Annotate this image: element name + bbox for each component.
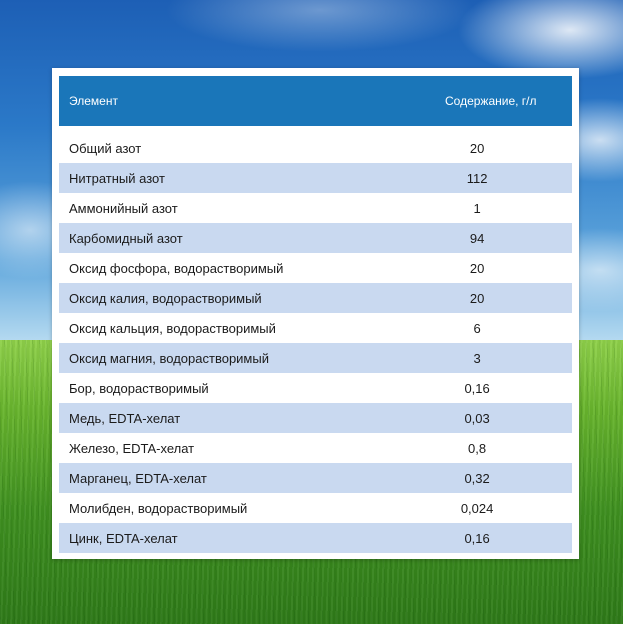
row-name: Марганец, EDTA-хелат: [69, 470, 207, 486]
table-row: Оксид калия, водорастворимый 20: [59, 283, 572, 313]
table-row: Марганец, EDTA-хелат 0,32: [59, 463, 572, 493]
row-value: 0,03: [464, 410, 490, 426]
row-value: 112: [466, 170, 488, 186]
header-content: Содержание, г/л: [445, 94, 537, 108]
row-value: 6: [473, 320, 481, 336]
row-value: 0,16: [464, 530, 490, 546]
table-row: Оксид магния, водорастворимый 3: [59, 343, 572, 373]
row-value: 0,32: [464, 470, 490, 486]
row-name: Нитратный азот: [69, 170, 165, 186]
table-row: Железо, EDTA-хелат 0,8: [59, 433, 572, 463]
table-row: Карбомидный азот 94: [59, 223, 572, 253]
row-name: Аммонийный азот: [69, 200, 178, 216]
row-name: Цинк, EDTA-хелат: [69, 530, 178, 546]
row-name: Молибден, водорастворимый: [69, 500, 248, 516]
row-value: 1: [473, 200, 481, 216]
row-value: 3: [473, 350, 481, 366]
table-header: Элемент Содержание, г/л: [59, 76, 572, 126]
row-value: 0,16: [464, 380, 490, 396]
row-name: Бор, водорастворимый: [69, 380, 209, 396]
row-name: Медь, EDTA-хелат: [69, 410, 181, 426]
table-card: Элемент Содержание, г/л Общий азот 20 Ни…: [52, 68, 579, 559]
table-row: Молибден, водорастворимый 0,024: [59, 493, 572, 523]
table-row: Аммонийный азот 1: [59, 193, 572, 223]
table-row: Медь, EDTA-хелат 0,03: [59, 403, 572, 433]
table-row: Нитратный азот 112: [59, 163, 572, 193]
row-name: Общий азот: [69, 140, 142, 156]
nutrient-table: Элемент Содержание, г/л Общий азот 20 Ни…: [59, 76, 572, 553]
header-spacer: [59, 126, 572, 133]
table-row: Оксид кальция, водорастворимый 6: [59, 313, 572, 343]
row-name: Железо, EDTA-хелат: [69, 440, 195, 456]
row-value: 94: [469, 230, 485, 246]
table-row: Оксид фосфора, водорастворимый 20: [59, 253, 572, 283]
row-name: Оксид магния, водорастворимый: [69, 350, 269, 366]
table-row: Общий азот 20: [59, 133, 572, 163]
row-name: Оксид калия, водорастворимый: [69, 290, 262, 306]
table-row: Цинк, EDTA-хелат 0,16: [59, 523, 572, 553]
table-row: Бор, водорастворимый 0,16: [59, 373, 572, 403]
row-name: Карбомидный азот: [69, 230, 183, 246]
row-value: 20: [469, 260, 485, 276]
row-value: 0,024: [460, 500, 494, 516]
row-value: 20: [469, 140, 485, 156]
row-name: Оксид кальция, водорастворимый: [69, 320, 276, 336]
row-name: Оксид фосфора, водорастворимый: [69, 260, 284, 276]
row-value: 20: [469, 290, 485, 306]
header-element: Элемент: [69, 94, 118, 108]
row-value: 0,8: [468, 440, 487, 456]
